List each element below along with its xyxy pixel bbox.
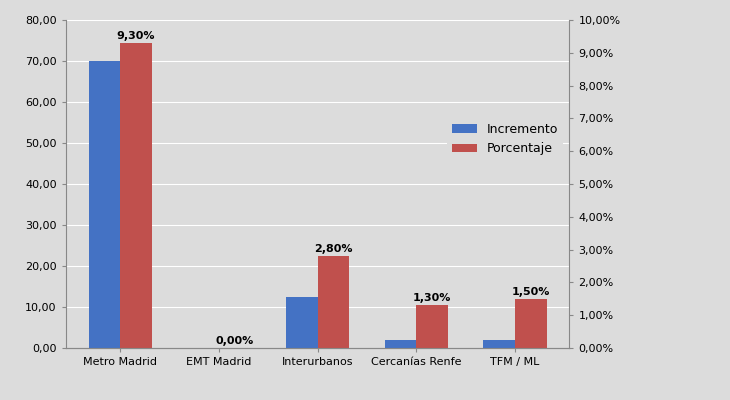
Text: 0,00%: 0,00%: [215, 336, 254, 346]
Bar: [483, 340, 515, 348]
Bar: [416, 305, 447, 348]
Legend: Incremento, Porcentaje: Incremento, Porcentaje: [447, 118, 563, 160]
Text: 2,80%: 2,80%: [314, 244, 353, 254]
Text: 1,30%: 1,30%: [413, 293, 451, 303]
Text: 9,30%: 9,30%: [117, 31, 155, 41]
Bar: [88, 61, 120, 348]
Bar: [120, 43, 152, 348]
Text: 1,50%: 1,50%: [512, 287, 550, 297]
Bar: [385, 340, 416, 348]
Bar: [515, 299, 547, 348]
Bar: [286, 297, 318, 348]
Bar: [318, 256, 349, 348]
